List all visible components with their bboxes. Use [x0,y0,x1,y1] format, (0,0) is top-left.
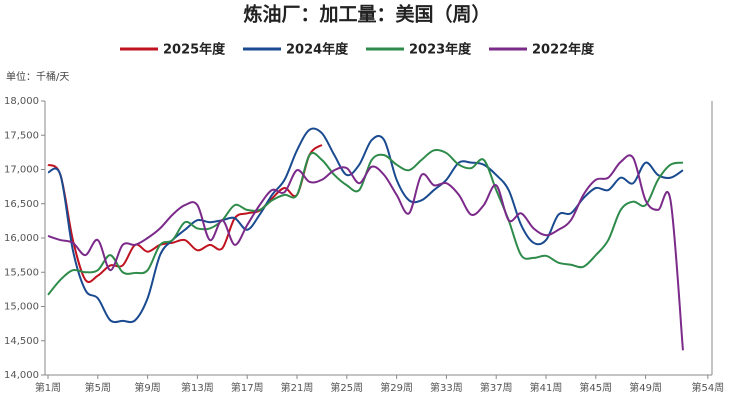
y-tick-label: 17,000 [4,165,39,176]
x-tick-label: 第21周 [281,381,314,394]
y-tick-label: 14,000 [4,370,39,381]
x-tick-label: 第54周 [691,381,724,394]
x-tick-label: 第37周 [480,381,513,394]
unit-label: 单位：千桶/天 [6,70,69,83]
x-tick-label: 第5周 [85,381,111,394]
legend: 2025年度 2024年度 2023年度 2022年度 [120,42,595,58]
x-tick-label: 第45周 [579,381,612,394]
legend-label: 2023年度 [409,42,472,58]
legend-label: 2024年度 [286,42,349,58]
legend-label: 2022年度 [532,42,595,58]
x-tick-label: 第29周 [380,381,413,394]
series-line [47,148,684,296]
y-tick-label: 17,500 [4,130,39,141]
series-line [47,154,684,351]
series-line [47,143,323,283]
series-line [47,127,684,324]
x-tick-label: 第49周 [629,381,662,394]
y-tick-label: 14,500 [4,336,39,347]
y-tick-label: 18,000 [4,96,39,107]
x-tick-label: 第1周 [35,381,61,394]
x-tick-label: 第41周 [530,381,563,394]
x-tick-label: 第13周 [181,381,214,394]
x-tick-label: 第9周 [134,381,160,394]
legend-label: 2025年度 [163,42,226,58]
x-tick-label: 第25周 [330,381,363,394]
x-tick-label: 第33周 [430,381,463,394]
chart-title: 炼油厂：加工量：美国（周） [243,3,490,26]
y-tick-label: 16,500 [4,199,39,210]
y-tick-label: 16,000 [4,233,39,244]
y-tick-label: 15,000 [4,302,39,313]
y-tick-label: 15,500 [4,267,39,278]
x-tick-label: 第17周 [231,381,264,394]
